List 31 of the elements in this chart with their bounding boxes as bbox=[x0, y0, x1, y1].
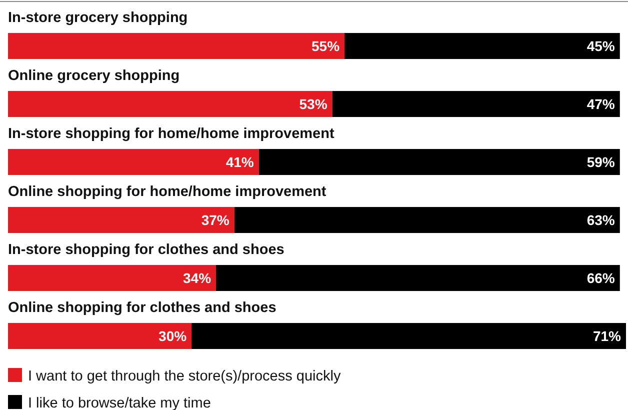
bar bbox=[234, 207, 620, 233]
bar bbox=[8, 33, 345, 59]
data-label: 41% bbox=[226, 154, 254, 170]
data-label: 59% bbox=[586, 154, 616, 170]
data-label: 30% bbox=[158, 328, 188, 344]
bar bbox=[8, 149, 259, 175]
data-label: 55% bbox=[312, 38, 340, 54]
y-tick-label: Online shopping for clothes and shoes bbox=[8, 300, 276, 316]
bar bbox=[8, 323, 192, 349]
y-tick-label: Online grocery shopping bbox=[8, 68, 180, 84]
bar bbox=[216, 265, 620, 291]
y-tick-label: In-store shopping for home/home improvement bbox=[8, 126, 334, 142]
bar bbox=[192, 323, 626, 349]
y-tick-label: In-store grocery shopping bbox=[8, 10, 188, 26]
data-label: 34% bbox=[183, 270, 212, 286]
bar bbox=[8, 91, 332, 117]
bar bbox=[8, 207, 234, 233]
bar bbox=[344, 33, 620, 59]
data-label: 66% bbox=[586, 270, 616, 286]
data-label: 71% bbox=[592, 328, 622, 344]
y-tick-label: Online shopping for home/home improvement bbox=[8, 184, 326, 200]
bar bbox=[332, 91, 620, 117]
data-label: 53% bbox=[299, 96, 328, 112]
bar bbox=[8, 265, 216, 291]
data-label: 63% bbox=[586, 212, 616, 228]
y-tick-label: In-store shopping for clothes and shoes bbox=[8, 242, 284, 258]
data-label: 47% bbox=[586, 96, 616, 112]
legend-label: I want to get through the store(s)/process quickly bbox=[28, 368, 342, 384]
data-label: 37% bbox=[201, 212, 230, 228]
data-label: 45% bbox=[586, 38, 616, 54]
bar bbox=[258, 149, 620, 175]
